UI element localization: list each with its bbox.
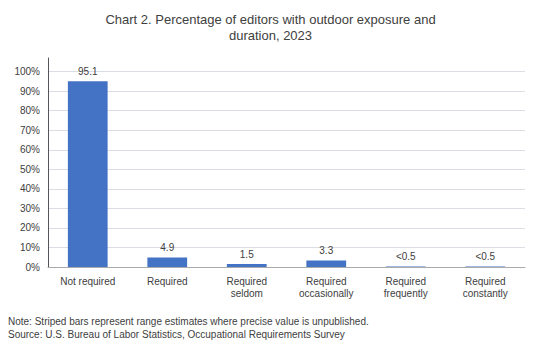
- svg-text:100%: 100%: [14, 66, 40, 77]
- svg-text:<0.5: <0.5: [396, 251, 416, 262]
- svg-text:3.3: 3.3: [319, 245, 333, 256]
- svg-text:Required: Required: [385, 276, 426, 287]
- svg-text:4.9: 4.9: [160, 242, 174, 253]
- svg-text:90%: 90%: [20, 86, 40, 97]
- svg-text:80%: 80%: [20, 105, 40, 116]
- svg-text:40%: 40%: [20, 183, 40, 194]
- svg-text:Required: Required: [465, 276, 506, 287]
- svg-text:95.1: 95.1: [78, 66, 98, 77]
- svg-text:seldom: seldom: [231, 288, 263, 299]
- svg-text:0%: 0%: [26, 262, 41, 273]
- svg-text:60%: 60%: [20, 144, 40, 155]
- svg-text:70%: 70%: [20, 125, 40, 136]
- svg-text:constantly: constantly: [463, 288, 508, 299]
- svg-text:Source: U.S. Bureau of Labor S: Source: U.S. Bureau of Labor Statistics,…: [8, 329, 345, 340]
- svg-text:occasionally: occasionally: [299, 288, 353, 299]
- svg-text:30%: 30%: [20, 203, 40, 214]
- svg-text:Required: Required: [147, 276, 188, 287]
- svg-text:10%: 10%: [20, 242, 40, 253]
- svg-text:50%: 50%: [20, 164, 40, 175]
- svg-text:Required: Required: [306, 276, 347, 287]
- svg-text:Note: Striped bars represent r: Note: Striped bars represent range estim…: [8, 316, 369, 327]
- svg-text:1.5: 1.5: [240, 249, 254, 260]
- svg-text:Required: Required: [226, 276, 267, 287]
- svg-text:Chart 2. Percentage of editors: Chart 2. Percentage of editors with outd…: [105, 12, 435, 27]
- svg-text:Not required: Not required: [60, 276, 115, 287]
- svg-text:frequently: frequently: [384, 288, 428, 299]
- svg-text:<0.5: <0.5: [475, 251, 495, 262]
- svg-text:20%: 20%: [20, 222, 40, 233]
- svg-text:duration, 2023: duration, 2023: [229, 28, 312, 43]
